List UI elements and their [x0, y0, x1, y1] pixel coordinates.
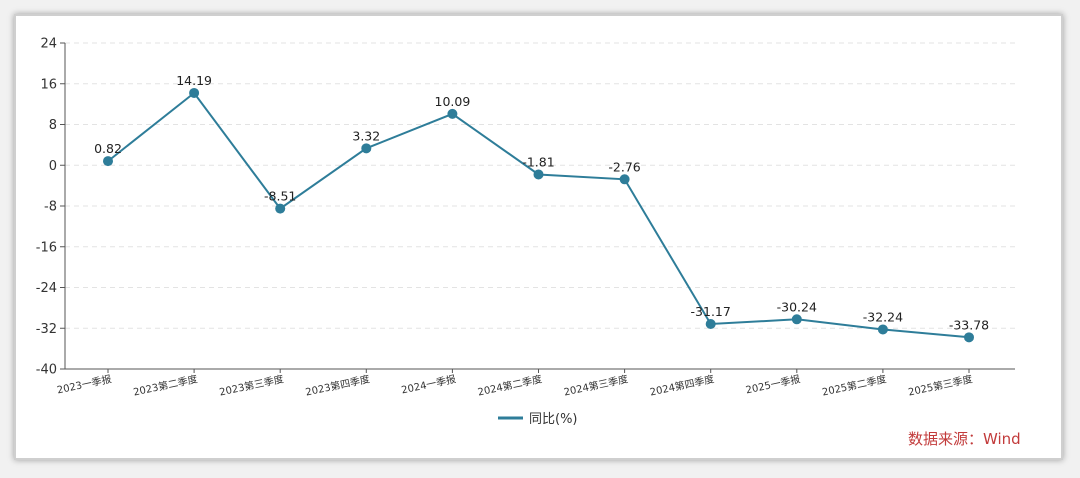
data-source-note: 数据来源：Wind: [908, 430, 1021, 448]
y-tick-label: 0: [49, 159, 57, 174]
y-tick-label: -24: [36, 281, 57, 296]
data-point: [705, 319, 716, 330]
data-point: [361, 143, 372, 154]
axes: [60, 42, 1015, 373]
y-axis-ticks: 24 16 8 0 -8 -16 -24 -32 -40: [36, 37, 57, 378]
y-tick-label: 24: [40, 37, 57, 52]
x-tick-label: 2025第二季度: [821, 372, 888, 398]
data-label: -33.78: [949, 317, 989, 332]
y-tick-label: -32: [36, 322, 57, 337]
legend: 同比(%): [498, 412, 578, 427]
legend-label: 同比(%): [529, 412, 578, 427]
data-point: [533, 169, 544, 180]
x-tick-label: 2024第四季度: [649, 372, 716, 398]
x-tick-label: 2023第三季度: [218, 372, 285, 398]
x-tick-label: 2024第三季度: [562, 372, 629, 398]
y-tick-label: 16: [40, 77, 57, 92]
x-tick-label: 2024第二季度: [476, 372, 543, 398]
data-point: [103, 156, 113, 167]
data-point: [275, 203, 286, 214]
x-axis-ticks: 2023一季报 2023第二季度 2023第三季度 2023第四季度 2024一季报 20…: [56, 372, 974, 398]
data-label: -30.24: [777, 299, 817, 314]
data-label: 0.82: [94, 141, 122, 156]
data-label: -32.24: [863, 309, 903, 324]
data-label: 3.32: [352, 128, 380, 143]
data-label: -2.76: [608, 159, 640, 174]
y-tick-label: -16: [36, 240, 57, 255]
data-label: -1.81: [522, 154, 554, 169]
data-point: [791, 314, 802, 325]
x-tick-label: 2023一季报: [56, 372, 113, 396]
data-point: [877, 324, 888, 335]
data-label: 14.19: [176, 73, 212, 88]
data-point: [964, 332, 974, 343]
data-point: [189, 87, 200, 98]
data-point: [619, 174, 630, 185]
x-tick-label: 2025第三季度: [907, 372, 974, 398]
data-label: -31.17: [691, 304, 731, 319]
y-tick-label: -8: [44, 200, 57, 215]
data-label: -8.51: [264, 189, 296, 204]
series-line: [107, 91, 970, 339]
chart-card: [14, 14, 1063, 460]
x-tick-label: 2023第四季度: [304, 372, 371, 398]
x-tick-label: 2024一季报: [400, 372, 457, 396]
data-label: 10.09: [435, 94, 471, 109]
data-point: [447, 108, 458, 119]
y-tick-label: 8: [49, 118, 57, 133]
x-tick-label: 2023第二季度: [132, 372, 199, 398]
x-tick-label: 2025一季报: [744, 372, 801, 396]
series-group: 0.82 14.19 -8.51 3.32 10.09 -1.81 -2.76 -31.17 -…: [94, 73, 989, 343]
y-tick-label: -40: [36, 363, 57, 378]
